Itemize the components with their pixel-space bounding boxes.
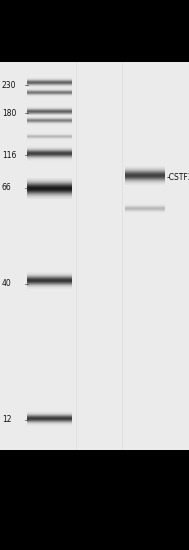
- Text: 180: 180: [2, 108, 16, 118]
- Text: 12: 12: [2, 415, 12, 425]
- Text: -CSTF3: -CSTF3: [167, 173, 189, 183]
- Text: 230: 230: [2, 80, 16, 90]
- Text: 40: 40: [2, 279, 12, 289]
- Text: 116: 116: [2, 151, 16, 160]
- Text: 66: 66: [2, 184, 12, 192]
